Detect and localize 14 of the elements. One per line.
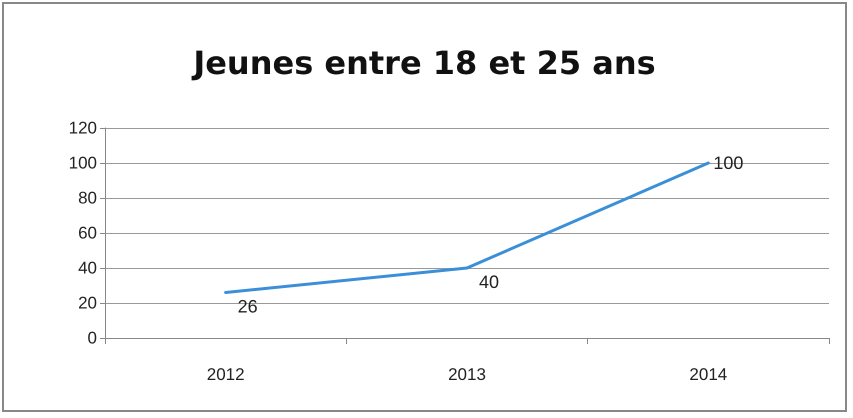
y-tick-label: 0 bbox=[88, 328, 97, 348]
y-tick-label: 20 bbox=[78, 294, 97, 312]
x-tick-label: 2012 bbox=[206, 365, 245, 384]
x-tick-label: 2014 bbox=[689, 365, 728, 384]
y-tick-label: 120 bbox=[68, 118, 97, 138]
data-label: 100 bbox=[713, 153, 744, 173]
y-tick-label: 100 bbox=[68, 154, 97, 172]
y-tick-label: 40 bbox=[78, 258, 97, 278]
data-label: 40 bbox=[478, 272, 500, 292]
data-label: 26 bbox=[238, 296, 258, 316]
y-tick-label: 80 bbox=[78, 188, 97, 208]
x-tick-label: 2013 bbox=[448, 365, 486, 384]
y-tick-label: 60 bbox=[78, 224, 97, 242]
chart-title: Jeunes entre 18 et 25 ans bbox=[191, 44, 656, 82]
